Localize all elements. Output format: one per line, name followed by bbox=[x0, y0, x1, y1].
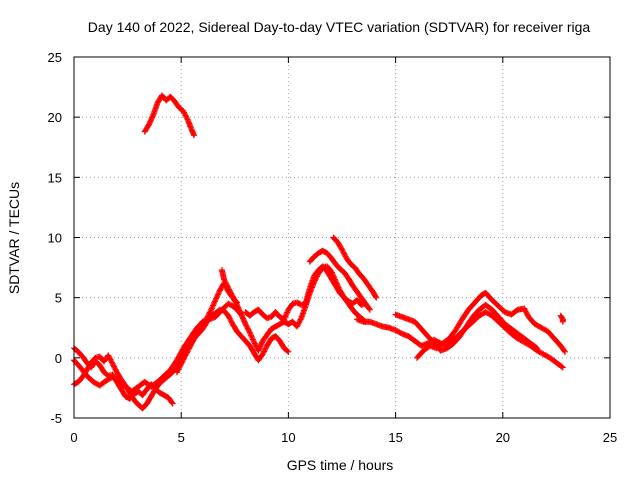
data-point bbox=[213, 295, 220, 302]
data-point bbox=[559, 318, 566, 325]
data-point bbox=[146, 120, 153, 127]
data-point bbox=[214, 292, 221, 299]
x-tick-label: 25 bbox=[603, 430, 617, 445]
data-point bbox=[169, 400, 176, 407]
data-point bbox=[235, 306, 242, 313]
data-point bbox=[214, 291, 221, 298]
data-point bbox=[247, 330, 254, 337]
data-point bbox=[248, 333, 255, 340]
data-point bbox=[147, 118, 154, 125]
data-point bbox=[237, 310, 244, 317]
data-point bbox=[241, 319, 248, 326]
y-tick-label: 20 bbox=[48, 110, 62, 125]
data-point bbox=[281, 314, 288, 321]
data-point bbox=[233, 301, 240, 308]
data-point bbox=[366, 305, 373, 312]
data-point bbox=[561, 348, 568, 355]
data-point bbox=[257, 343, 264, 350]
series-arc-8 bbox=[306, 247, 373, 313]
axis-ticks: 0 5 10 15 20 25 -5 0 5 10 15 20 25 bbox=[48, 50, 618, 445]
series-arc-12 bbox=[414, 289, 568, 361]
data-point bbox=[366, 306, 373, 313]
series-arc-3 bbox=[71, 300, 245, 395]
data-point bbox=[210, 301, 217, 308]
x-tick-label: 5 bbox=[178, 430, 185, 445]
data-point bbox=[208, 306, 215, 313]
data-point bbox=[234, 303, 241, 310]
series-arc-9 bbox=[330, 234, 380, 301]
data-point bbox=[255, 347, 262, 354]
data-point bbox=[168, 399, 175, 406]
data-point bbox=[149, 114, 156, 121]
data-point bbox=[239, 314, 246, 321]
data-point bbox=[250, 337, 257, 344]
data-point bbox=[249, 335, 256, 342]
series-arc-13 bbox=[557, 312, 566, 325]
data-point bbox=[237, 308, 244, 315]
data-point bbox=[212, 297, 219, 304]
data-point bbox=[191, 132, 198, 139]
data-point bbox=[284, 309, 291, 316]
y-tick-label: 15 bbox=[48, 170, 62, 185]
data-points bbox=[71, 92, 568, 412]
data-point bbox=[208, 305, 215, 312]
y-tick-label: -5 bbox=[50, 411, 62, 426]
x-tick-label: 10 bbox=[281, 430, 295, 445]
chart-title: Day 140 of 2022, Sidereal Day-to-day VTE… bbox=[88, 19, 591, 35]
data-point bbox=[257, 342, 264, 349]
data-point bbox=[255, 346, 262, 353]
x-tick-label: 20 bbox=[496, 430, 510, 445]
data-point bbox=[282, 313, 289, 320]
data-point bbox=[373, 294, 380, 301]
data-point bbox=[559, 364, 566, 371]
data-point bbox=[211, 298, 218, 305]
data-point bbox=[240, 315, 247, 322]
x-tick-label: 15 bbox=[388, 430, 402, 445]
data-point bbox=[215, 290, 222, 297]
data-point bbox=[285, 348, 292, 355]
data-point bbox=[248, 332, 255, 339]
data-point bbox=[241, 318, 248, 325]
data-point bbox=[148, 115, 155, 122]
y-tick-label: 10 bbox=[48, 231, 62, 246]
x-tick-label: 0 bbox=[70, 430, 77, 445]
data-point bbox=[246, 329, 253, 336]
data-point bbox=[284, 347, 291, 354]
y-tick-label: 25 bbox=[48, 50, 62, 65]
data-point bbox=[213, 294, 220, 301]
data-point bbox=[533, 344, 540, 351]
series-arc-7 bbox=[242, 263, 369, 323]
data-point bbox=[211, 299, 218, 306]
series-arc-11 bbox=[392, 301, 541, 354]
data-point bbox=[372, 293, 379, 300]
data-point bbox=[147, 117, 154, 124]
data-point bbox=[209, 303, 216, 310]
series-arc-4 bbox=[141, 92, 198, 139]
data-point bbox=[240, 317, 247, 324]
y-axis-label: SDTVAR / TECUs bbox=[6, 182, 22, 294]
series-arc-2 bbox=[71, 306, 292, 412]
data-point bbox=[210, 302, 217, 309]
data-point bbox=[282, 312, 289, 319]
data-point bbox=[256, 344, 263, 351]
data-point bbox=[534, 345, 541, 352]
data-point bbox=[281, 316, 288, 323]
data-point bbox=[149, 113, 156, 120]
data-point bbox=[561, 347, 568, 354]
data-point bbox=[249, 336, 256, 343]
data-point bbox=[146, 121, 153, 128]
y-tick-label: 5 bbox=[55, 291, 62, 306]
data-point bbox=[258, 340, 265, 347]
data-point bbox=[236, 307, 243, 314]
x-axis-label: GPS time / hours bbox=[287, 457, 394, 473]
data-point bbox=[235, 304, 242, 311]
data-point bbox=[558, 363, 565, 370]
series-arc-10 bbox=[354, 309, 566, 371]
data-point bbox=[238, 311, 245, 318]
data-point bbox=[283, 310, 290, 317]
y-tick-label: 0 bbox=[55, 351, 62, 366]
data-point bbox=[238, 312, 245, 319]
